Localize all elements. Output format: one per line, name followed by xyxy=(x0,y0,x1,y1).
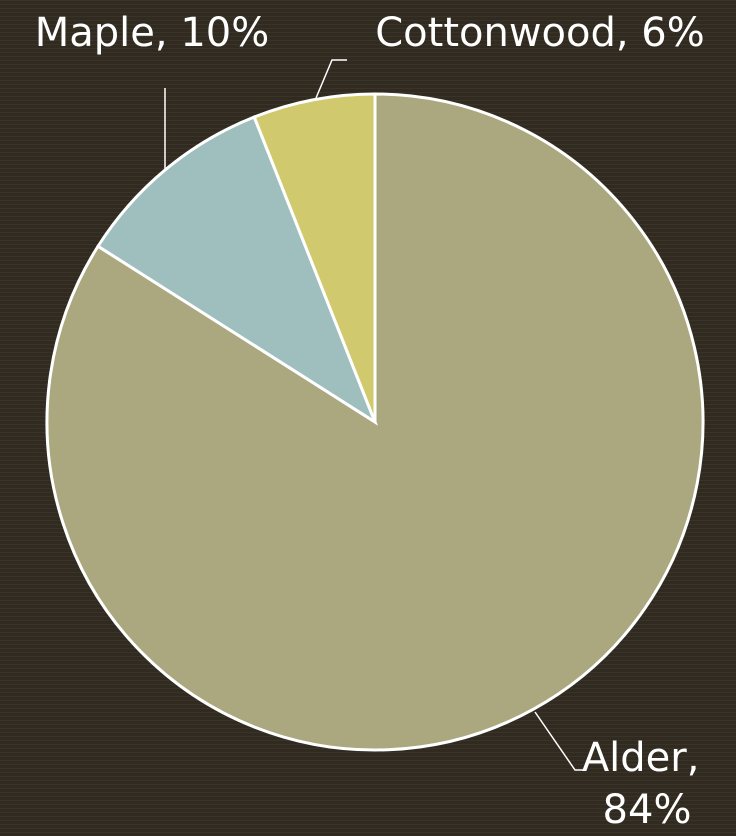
leader-line xyxy=(534,711,583,771)
data-label: Alder, 84% xyxy=(582,735,712,833)
data-label-line: Alder, xyxy=(582,735,712,781)
leader-line xyxy=(315,59,347,99)
pie-slice xyxy=(252,92,377,423)
pie-slice xyxy=(95,115,379,426)
data-label: Maple, 10% xyxy=(35,10,269,56)
data-label-line: 84% xyxy=(603,787,692,833)
data-label: Cottonwood, 6% xyxy=(375,10,705,56)
